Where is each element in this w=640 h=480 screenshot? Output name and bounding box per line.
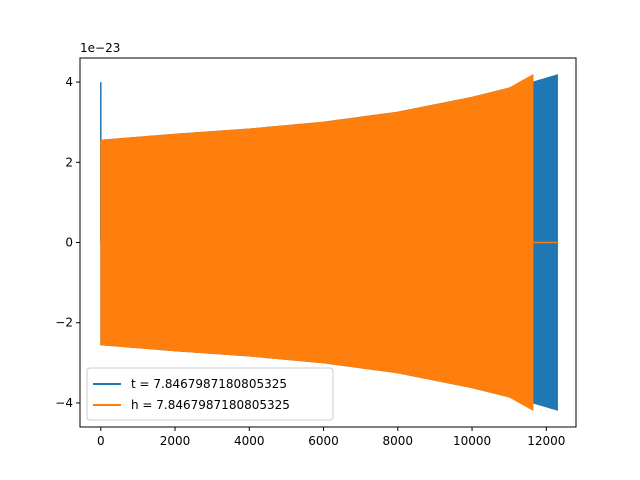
y-tick-label: −4 bbox=[55, 396, 73, 410]
x-axis: 0 2000 4000 6000 8000 10000 12000 bbox=[97, 427, 565, 448]
y-offset-label: 1e−23 bbox=[80, 41, 120, 55]
y-tick-label: 4 bbox=[65, 75, 73, 89]
x-tick-label: 6000 bbox=[308, 434, 339, 448]
y-tick-label: 0 bbox=[65, 236, 73, 250]
x-tick-label: 4000 bbox=[234, 434, 265, 448]
series-h-band bbox=[100, 74, 534, 411]
x-tick-label: 10000 bbox=[453, 434, 491, 448]
plot-area bbox=[100, 74, 558, 411]
x-tick-label: 0 bbox=[97, 434, 105, 448]
y-tick-label: −2 bbox=[55, 316, 73, 330]
x-tick-label: 2000 bbox=[160, 434, 191, 448]
y-tick-label: 2 bbox=[65, 155, 73, 169]
y-axis: −4 −2 0 2 4 bbox=[55, 75, 80, 410]
legend: t = 7.8467987180805325 h = 7.846798718080… bbox=[86, 367, 334, 421]
x-tick-label: 12000 bbox=[527, 434, 565, 448]
x-tick-label: 8000 bbox=[383, 434, 414, 448]
legend-box bbox=[86, 367, 334, 421]
legend-label: t = 7.8467987180805325 bbox=[131, 377, 287, 391]
legend-label: h = 7.8467987180805325 bbox=[131, 398, 290, 412]
axes-frame bbox=[79, 57, 577, 428]
